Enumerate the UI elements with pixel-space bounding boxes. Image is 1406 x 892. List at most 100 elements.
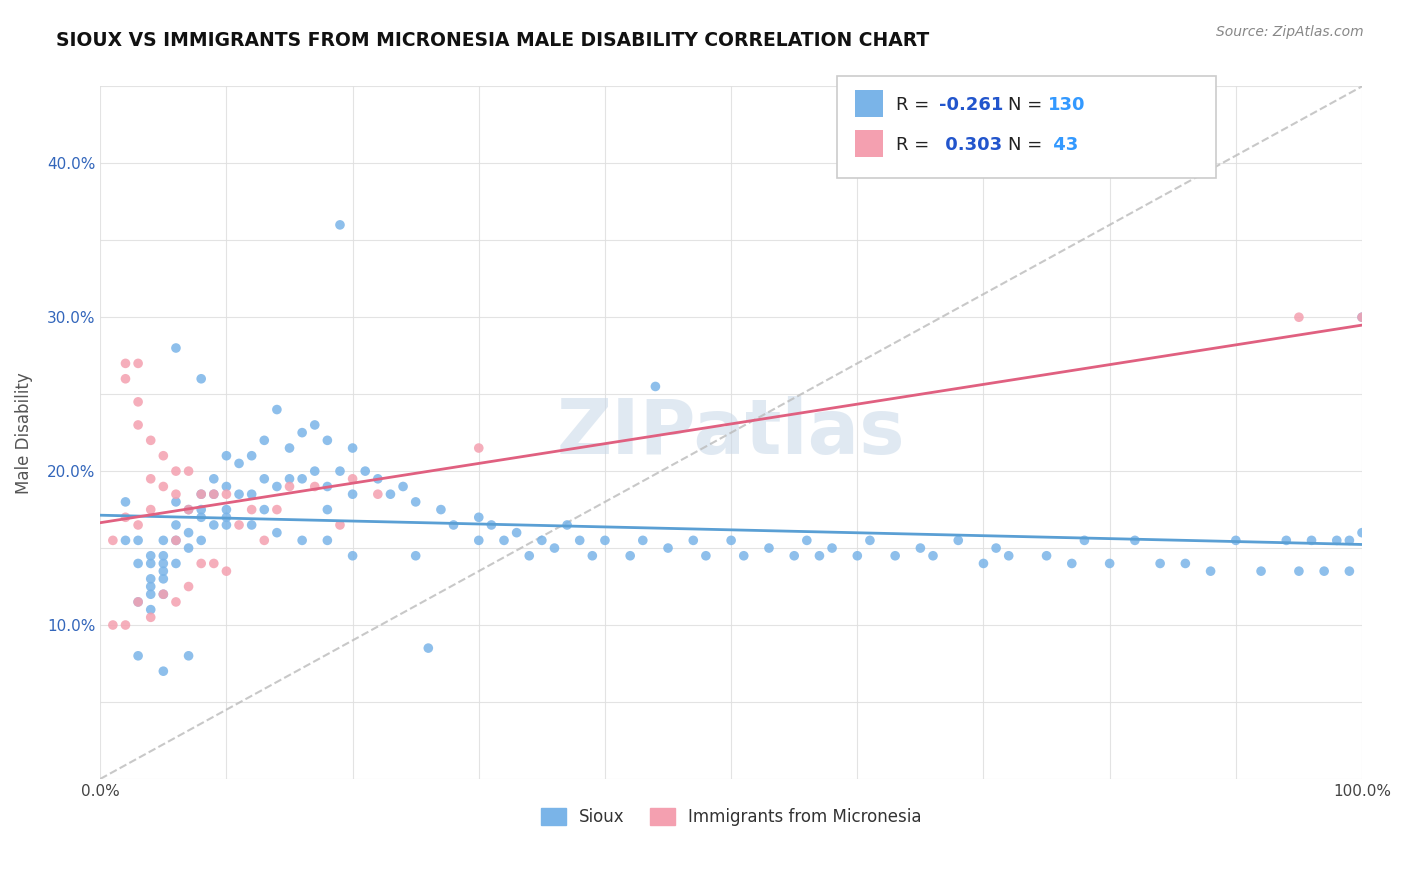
Point	[443, 518, 465, 533]
Point	[215, 487, 238, 501]
Point	[1174, 557, 1197, 571]
Point	[1301, 533, 1323, 548]
Point	[165, 464, 187, 478]
Point	[1225, 533, 1247, 548]
Point	[304, 479, 326, 493]
Text: R =: R =	[896, 96, 935, 114]
Point	[190, 372, 212, 386]
Point	[114, 495, 136, 509]
Point	[240, 518, 263, 533]
Point	[139, 610, 162, 624]
Point	[1123, 533, 1146, 548]
Point	[228, 487, 250, 501]
Point	[1073, 533, 1095, 548]
Point	[114, 533, 136, 548]
Point	[228, 457, 250, 471]
Point	[190, 533, 212, 548]
Point	[316, 533, 339, 548]
Point	[215, 502, 238, 516]
Point	[152, 572, 174, 586]
Point	[215, 564, 238, 578]
Point	[202, 557, 225, 571]
Point	[1288, 310, 1310, 325]
Point	[380, 487, 402, 501]
Point	[165, 557, 187, 571]
Point	[517, 549, 540, 563]
Point	[1339, 564, 1361, 578]
Point	[1199, 564, 1222, 578]
Point	[177, 502, 200, 516]
Point	[657, 541, 679, 555]
Point	[1035, 549, 1057, 563]
Point	[266, 525, 288, 540]
Point	[266, 402, 288, 417]
Point	[177, 502, 200, 516]
Point	[468, 441, 491, 455]
Point	[228, 518, 250, 533]
Point	[367, 487, 389, 501]
Point	[165, 595, 187, 609]
Point	[733, 549, 755, 563]
Point	[329, 218, 352, 232]
Point	[1275, 533, 1298, 548]
Point	[240, 449, 263, 463]
Point	[139, 434, 162, 448]
Point	[114, 356, 136, 370]
Point	[127, 648, 149, 663]
Point	[190, 487, 212, 501]
Point	[367, 472, 389, 486]
Point	[1098, 557, 1121, 571]
Point	[430, 502, 453, 516]
Point	[215, 518, 238, 533]
Point	[139, 502, 162, 516]
Point	[165, 495, 187, 509]
Point	[215, 510, 238, 524]
Point	[808, 549, 831, 563]
Point	[530, 533, 553, 548]
Point	[316, 502, 339, 516]
Point	[127, 518, 149, 533]
Point	[127, 595, 149, 609]
Point	[492, 533, 515, 548]
Point	[984, 541, 1007, 555]
Point	[127, 595, 149, 609]
Point	[1149, 557, 1171, 571]
Text: 130: 130	[1047, 96, 1085, 114]
Point	[972, 557, 994, 571]
Point	[139, 572, 162, 586]
Point	[139, 602, 162, 616]
Point	[555, 518, 578, 533]
Point	[127, 417, 149, 432]
Point	[291, 533, 314, 548]
Point	[152, 587, 174, 601]
Point	[304, 417, 326, 432]
Point	[152, 449, 174, 463]
Text: 43: 43	[1047, 136, 1078, 154]
Point	[468, 533, 491, 548]
Point	[114, 510, 136, 524]
Point	[253, 502, 276, 516]
Point	[884, 549, 907, 563]
Point	[342, 487, 364, 501]
Point	[127, 356, 149, 370]
Point	[152, 479, 174, 493]
Point	[1351, 310, 1374, 325]
Point	[948, 533, 970, 548]
Text: SIOUX VS IMMIGRANTS FROM MICRONESIA MALE DISABILITY CORRELATION CHART: SIOUX VS IMMIGRANTS FROM MICRONESIA MALE…	[56, 31, 929, 50]
Point	[152, 664, 174, 678]
Point	[505, 525, 527, 540]
Point	[202, 518, 225, 533]
Point	[177, 580, 200, 594]
Point	[329, 464, 352, 478]
Point	[152, 533, 174, 548]
Point	[821, 541, 844, 555]
Point	[165, 341, 187, 355]
Point	[165, 533, 187, 548]
Point	[152, 557, 174, 571]
Point	[479, 518, 502, 533]
Point	[316, 434, 339, 448]
Point	[278, 441, 301, 455]
Point	[266, 502, 288, 516]
Point	[127, 557, 149, 571]
Point	[291, 425, 314, 440]
